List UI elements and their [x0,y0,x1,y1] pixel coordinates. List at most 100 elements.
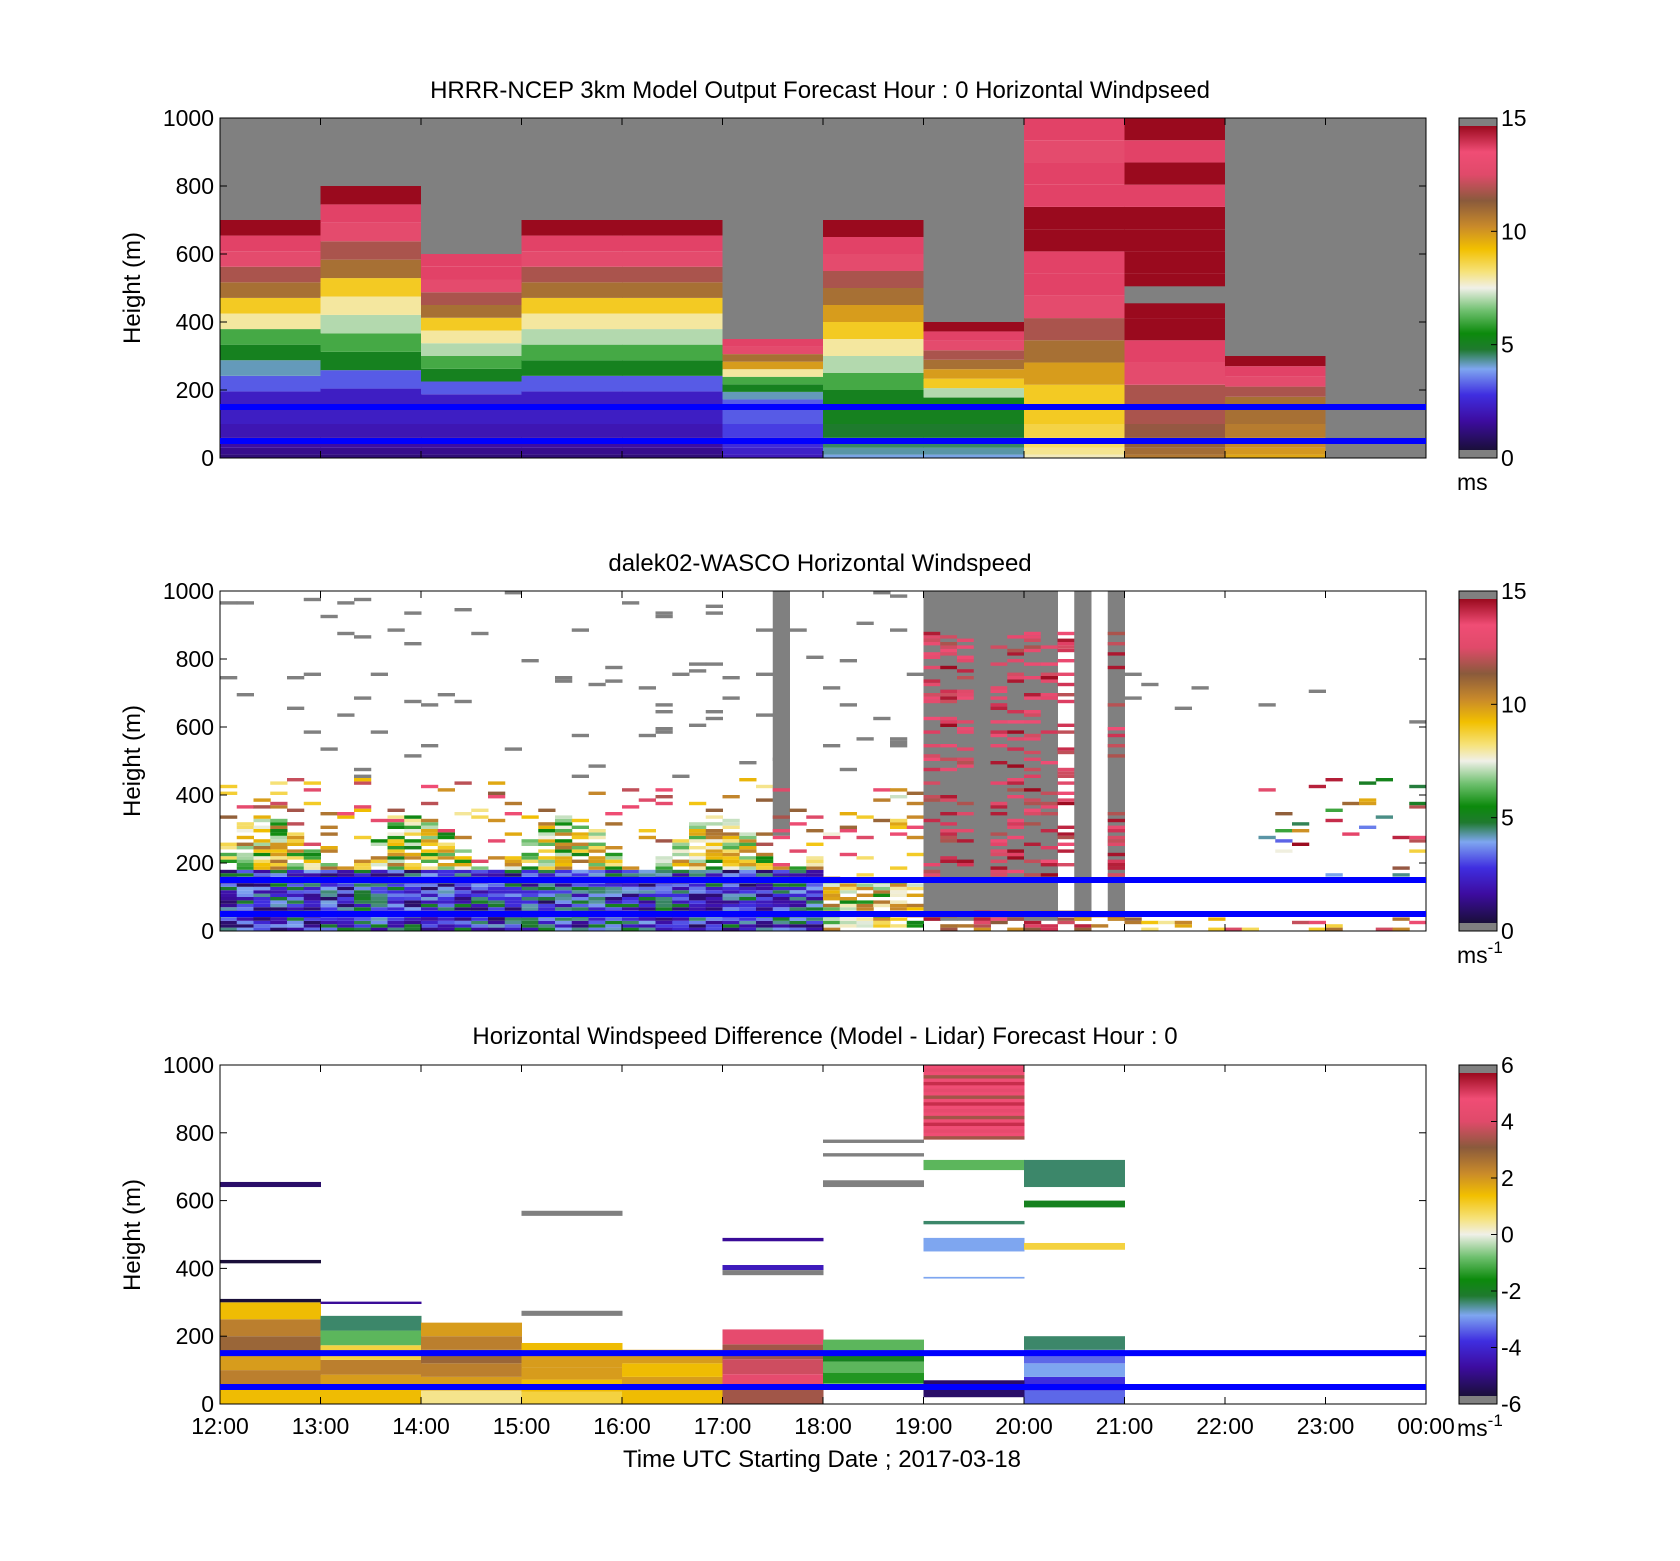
lidar-cell [538,839,556,843]
lidar-cell [1392,927,1410,931]
difference-cell [923,1115,1025,1120]
lidar-cell [957,696,975,700]
lidar-cell [387,852,405,857]
lidar-cell [421,890,439,894]
lidar-cell [1325,778,1343,782]
model-cell [421,447,522,455]
lidar-cell [1007,927,1025,931]
lidar-cell [1057,682,1075,687]
lidar-cell [923,869,941,874]
lidar-cell [370,839,388,843]
difference-cell [220,1336,321,1354]
lidar-cell [772,920,790,925]
lidar-cell [789,869,807,874]
model-cell [521,375,623,392]
lidar-cell [538,832,556,836]
lidar-cell [605,812,623,816]
lidar-cell [253,852,271,857]
lidar-cell [354,863,372,867]
lidar-cell [689,846,707,850]
lidar-cell [672,924,690,928]
lidar-cell [1024,648,1042,653]
lidar-cell [454,897,472,901]
lidar-cell [1325,818,1343,823]
lidar-cell [1007,676,1025,680]
lidar-missing-cell [873,716,891,721]
lidar-cell [689,897,707,901]
lidar-cell [370,903,388,908]
lidar-cell [303,897,321,901]
lidar-cell [873,903,891,908]
lidar-cell [739,849,757,853]
lidar-cell [220,856,238,860]
lidar-cell [521,852,539,857]
lidar-cell [605,897,623,901]
difference-cell [421,1363,522,1377]
lidar-cell [287,852,305,857]
lidar-cell [1107,829,1125,833]
lidar-missing-cell [890,594,908,598]
lidar-cell [873,788,891,792]
lidar-cell [605,886,623,891]
lidar-cell [303,781,321,785]
lidar-cell [320,897,338,901]
lidar-cell [1409,839,1427,843]
lidar-cell [1409,805,1427,809]
panel-difference-title: Horizontal Windspeed Difference (Model -… [472,1023,1177,1050]
lidar-cell [722,859,740,863]
lidar-cell [1325,924,1343,928]
lidar-missing-cell [320,747,338,751]
lidar-cell [1107,842,1125,846]
lidar-cell [588,869,606,874]
lidar-cell [437,903,455,908]
lidar-cell [571,900,589,904]
lidar-cell [354,907,372,911]
lidar-cell [806,815,824,819]
panel-difference-reference-lines [220,1350,1426,1391]
lidar-cell [253,839,271,843]
lidar-missing-cell [705,710,723,714]
lidar-cell [1007,635,1025,639]
lidar-cell [1024,822,1042,826]
lidar-cell [504,903,522,908]
lidar-cell [957,689,975,693]
lidar-cell [890,866,908,870]
lidar-missing-cell [387,628,405,632]
lidar-cell [253,917,271,921]
lidar-cell [270,907,288,911]
lidar-cell [806,873,824,877]
model-cell [1024,447,1125,455]
lidar-cell [421,839,439,843]
x-tick-label: 15:00 [493,1413,551,1439]
model-cell [1124,229,1226,252]
model-cell [823,322,924,339]
lidar-cell [622,924,640,928]
lidar-cell [370,856,388,860]
lidar-cell [1107,839,1125,843]
lidar-cell [940,699,958,704]
lidar-cell [890,818,908,823]
lidar-cell [504,873,522,877]
lidar-cell [571,886,589,891]
lidar-cell [940,642,958,646]
lidar-missing-cell [638,733,656,738]
lidar-cell [337,883,355,887]
lidar-cell [756,907,774,911]
lidar-cell [1124,917,1142,921]
lidar-cell [990,849,1008,853]
lidar-cell [1174,924,1192,928]
lidar-missing-cell [555,676,573,680]
model-cell [823,339,924,356]
model-cell [722,354,824,362]
lidar-cell [588,835,606,840]
model-cell [521,220,623,236]
lidar-cell [504,893,522,897]
lidar-cell [354,866,372,870]
x-tick-label: 20:00 [995,1413,1053,1439]
lidar-cell [387,835,405,840]
lidar-cell [705,866,723,870]
lidar-cell [823,890,841,894]
lidar-cell [471,924,489,928]
difference-cell [823,1361,924,1373]
model-cell [521,251,623,267]
